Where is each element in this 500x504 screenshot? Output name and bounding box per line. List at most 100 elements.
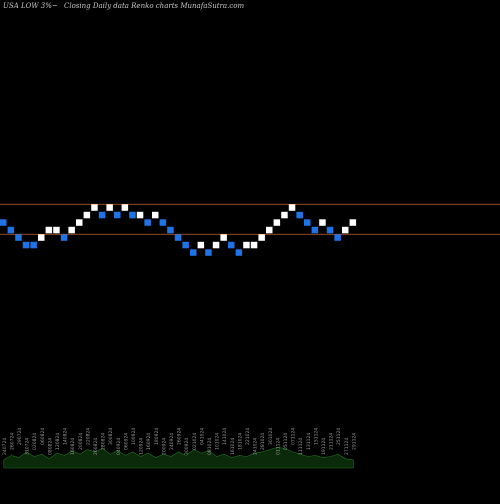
date-label: 300924 xyxy=(184,438,190,455)
date-label: 310724 xyxy=(25,438,31,455)
date-label: 251124 xyxy=(336,428,342,445)
date-label: 301024 xyxy=(268,428,274,445)
date-label: 200924 xyxy=(161,438,167,455)
date-label: 161024 xyxy=(230,438,236,455)
date-label: 071124 xyxy=(291,428,297,445)
renko-brick xyxy=(220,234,227,241)
date-label: 260824 xyxy=(93,438,99,455)
date-label: 160924 xyxy=(146,433,152,450)
date-label: 081024 xyxy=(207,438,213,455)
renko-brick xyxy=(342,226,349,234)
renko-brick xyxy=(0,219,7,226)
renko-brick xyxy=(136,211,144,219)
date-label: 191124 xyxy=(321,438,327,455)
renko-brick xyxy=(60,234,68,241)
renko-brick xyxy=(205,249,212,256)
date-label: 211124 xyxy=(329,433,335,450)
date-label: 260924 xyxy=(177,428,183,445)
chart-symbol: USA LOW 3%~ xyxy=(3,2,58,10)
date-label: 240924 xyxy=(169,433,175,450)
renko-brick xyxy=(98,211,106,219)
renko-brick xyxy=(243,241,250,249)
renko-brick xyxy=(76,219,83,226)
date-label: 221024 xyxy=(245,428,251,445)
date-label: 241024 xyxy=(253,438,259,455)
date-label: 060824 xyxy=(40,428,46,445)
renko-brick xyxy=(53,226,60,234)
renko-brick xyxy=(182,241,189,249)
date-label: 260724 xyxy=(9,433,15,450)
renko-brick xyxy=(106,204,113,211)
date-label: 140824 xyxy=(63,428,69,445)
date-label: 100924 xyxy=(131,428,137,445)
date-label: 271124 xyxy=(344,438,350,455)
renko-brick xyxy=(288,204,296,211)
renko-brick xyxy=(22,241,30,249)
renko-brick xyxy=(45,226,53,234)
renko-brick xyxy=(129,211,136,219)
renko-brick xyxy=(304,219,311,226)
date-label: 051124 xyxy=(283,433,289,450)
renko-brick xyxy=(91,204,98,211)
renko-brick xyxy=(30,241,37,249)
date-label: 281024 xyxy=(260,433,266,450)
date-label: 080824 xyxy=(47,438,53,455)
renko-brick xyxy=(197,241,205,249)
date-label: 181024 xyxy=(237,433,243,450)
renko-brick xyxy=(68,226,75,234)
date-label: 151124 xyxy=(313,428,319,445)
date-label: 220824 xyxy=(85,428,91,445)
renko-brick xyxy=(266,226,273,234)
date-label: 011124 xyxy=(275,438,281,455)
renko-brick xyxy=(7,226,15,234)
renko-brick xyxy=(38,234,45,241)
renko-brick xyxy=(250,241,258,249)
date-label: 120924 xyxy=(139,438,145,455)
renko-brick xyxy=(167,226,174,234)
renko-brick xyxy=(228,241,235,249)
date-label: 060924 xyxy=(123,433,129,450)
chart-title: USA LOW 3%~ Closing Daily data Renko cha… xyxy=(3,2,248,10)
renko-brick xyxy=(121,204,129,211)
renko-brick xyxy=(334,234,341,241)
date-label: 200824 xyxy=(78,433,84,450)
date-label: 160824 xyxy=(70,438,76,455)
date-label: 240724 xyxy=(2,438,8,455)
date-label: 101024 xyxy=(215,433,221,450)
date-label: 291124 xyxy=(351,433,357,450)
date-label: 111124 xyxy=(298,438,304,455)
renko-brick xyxy=(174,234,182,241)
renko-brick xyxy=(296,211,303,219)
date-label: 290724 xyxy=(17,428,23,445)
renko-brick xyxy=(15,234,22,241)
renko-brick xyxy=(281,211,288,219)
date-label: 021024 xyxy=(192,433,198,450)
chart-label: Closing Daily data Renko charts MunafaSu… xyxy=(64,2,245,10)
volume-area xyxy=(3,446,354,469)
date-label: 280824 xyxy=(101,433,107,450)
renko-brick xyxy=(212,241,220,249)
date-label: 141024 xyxy=(222,428,228,445)
renko-brick xyxy=(319,219,326,226)
renko-brick xyxy=(235,249,243,256)
renko-brick xyxy=(273,219,281,226)
date-label: 040924 xyxy=(116,438,122,455)
date-label: 180924 xyxy=(154,428,160,445)
date-label: 120824 xyxy=(55,433,61,450)
renko-brick xyxy=(114,211,121,219)
renko-brick xyxy=(326,226,334,234)
date-label: 041024 xyxy=(199,428,205,445)
renko-brick xyxy=(258,234,265,241)
renko-brick xyxy=(83,211,91,219)
renko-brick xyxy=(311,226,319,234)
date-label: 020824 xyxy=(32,433,38,450)
renko-brick xyxy=(144,219,151,226)
renko-brick xyxy=(152,211,159,219)
date-label: 131124 xyxy=(306,433,312,450)
renko-brick xyxy=(190,249,197,256)
renko-brick xyxy=(159,219,167,226)
date-label: 300824 xyxy=(108,428,114,445)
renko-brick xyxy=(349,219,357,226)
